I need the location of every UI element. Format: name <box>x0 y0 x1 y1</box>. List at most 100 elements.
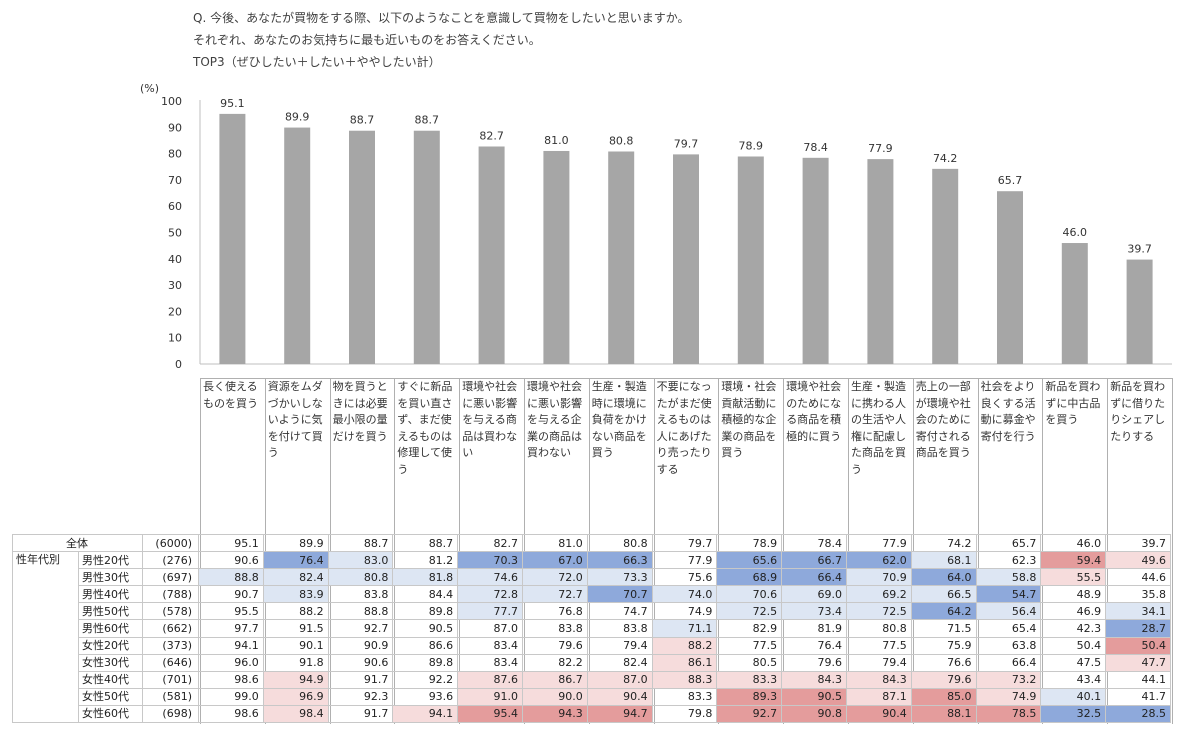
table-cell: 98.6 <box>198 704 264 724</box>
bar-value-label: 88.7 <box>415 114 440 127</box>
table-cell: 90.6 <box>327 653 394 672</box>
category-label: 不要になったがまだ使えるものは人にあげたり売ったりする <box>656 380 712 476</box>
table-cell: 88.7 <box>392 533 459 553</box>
bar-value-label: 74.2 <box>933 152 958 165</box>
table-cell: 90.4 <box>845 704 912 724</box>
bar <box>673 154 699 364</box>
table-cell: 84.3 <box>845 670 912 689</box>
bar-value-label: 78.9 <box>739 139 764 152</box>
sample-size: (276) <box>142 551 199 570</box>
table-row: 全体 (6000) 95.1 89.9 88.7 88.7 82.7 81.0 80.8 79.7… <box>12 533 1171 553</box>
table-cell: 44.1 <box>1105 670 1171 689</box>
category-label: 資源をムダづかいしないように気を付けて買う <box>267 380 323 459</box>
table-cell: 34.1 <box>1105 602 1171 621</box>
table-cell: 86.1 <box>651 653 718 672</box>
table-cell: 65.6 <box>716 551 783 570</box>
table-cell: 97.7 <box>198 619 264 638</box>
table-cell: 70.3 <box>457 551 523 570</box>
table-cell: 83.4 <box>457 653 523 672</box>
row-label: 男性50代 <box>78 602 143 621</box>
y-tick-label: 10 <box>168 332 182 345</box>
y-tick-label: 30 <box>168 279 182 292</box>
table-cell: 95.5 <box>198 602 264 621</box>
table-cell: 81.9 <box>781 619 847 638</box>
table-cell: 77.5 <box>716 636 783 655</box>
table-cell: 98.6 <box>198 670 264 689</box>
table-cell: 79.8 <box>651 704 718 724</box>
table-cell: 96.0 <box>198 653 264 672</box>
table-row: 男性40代 (788) 90.7 83.9 83.8 84.4 72.8 72.7 70.7 74… <box>13 585 1171 604</box>
table-cell: 77.5 <box>845 636 912 655</box>
table-cell: 32.5 <box>1040 704 1107 724</box>
table-cell: 83.3 <box>651 687 718 706</box>
table-cell: 89.3 <box>716 687 783 706</box>
table-cell: 92.2 <box>392 670 459 689</box>
table-cell: 79.4 <box>845 653 912 672</box>
table-cell: 50.4 <box>1040 636 1107 655</box>
table-cell: 79.6 <box>781 653 847 672</box>
table-cell: 47.5 <box>1040 653 1107 672</box>
table-cell: 72.5 <box>716 602 783 621</box>
table-row: 男性30代 (697) 88.8 82.4 80.8 81.8 74.6 72.0 73.3 75… <box>13 568 1171 587</box>
table-cell: 46.9 <box>1040 602 1107 621</box>
table-cell: 85.0 <box>910 687 977 706</box>
table-cell: 86.6 <box>392 636 459 655</box>
table-cell: 94.1 <box>198 636 264 655</box>
table-cell: 93.6 <box>392 687 459 706</box>
table-cell: 90.7 <box>198 585 264 604</box>
table-cell: 66.4 <box>781 568 847 587</box>
table-cell: 75.9 <box>910 636 977 655</box>
table-cell: 78.4 <box>781 533 847 553</box>
category-label: 社会をより良くする活動に募金や寄付を行う <box>980 380 1036 443</box>
table-cell: 69.0 <box>781 585 847 604</box>
table-cell: 92.7 <box>327 619 394 638</box>
table-cell: 66.3 <box>586 551 653 570</box>
table-cell: 79.6 <box>521 636 588 655</box>
table-cell: 81.0 <box>521 533 588 553</box>
table-cell: 65.7 <box>975 533 1042 553</box>
bar <box>349 130 375 364</box>
bar-value-label: 39.7 <box>1127 243 1152 256</box>
table-cell: 82.2 <box>521 653 588 672</box>
table-cell: 74.7 <box>586 602 653 621</box>
table-cell: 91.8 <box>262 653 329 672</box>
y-axis-label: (%) <box>140 82 159 95</box>
y-tick-label: 50 <box>168 227 182 240</box>
table-cell: 44.6 <box>1105 568 1171 587</box>
table-cell: 56.4 <box>975 602 1042 621</box>
bar-value-label: 65.7 <box>998 174 1023 187</box>
sample-size: (581) <box>142 687 199 706</box>
sample-size: (697) <box>142 568 199 587</box>
table-cell: 35.8 <box>1105 585 1171 604</box>
bar-value-label: 46.0 <box>1063 226 1088 239</box>
bar <box>608 151 635 364</box>
table-cell: 41.7 <box>1105 687 1171 706</box>
table-cell: 90.5 <box>781 687 847 706</box>
row-label: 女性50代 <box>78 687 143 706</box>
row-label: 女性30代 <box>78 653 143 672</box>
table-cell: 84.4 <box>392 585 459 604</box>
table-cell: 73.4 <box>781 602 847 621</box>
table-cell: 73.3 <box>586 568 653 587</box>
table-cell: 72.8 <box>457 585 523 604</box>
table-cell: 77.7 <box>457 602 523 621</box>
table-cell: 68.9 <box>716 568 783 587</box>
sample-size: (701) <box>142 670 199 689</box>
row-label: 女性20代 <box>78 636 143 655</box>
bar <box>478 146 505 364</box>
y-tick-label: 60 <box>168 200 182 213</box>
sample-size: (662) <box>142 619 199 638</box>
table-cell: 79.6 <box>910 670 977 689</box>
table-row: 女性20代 (373) 94.1 90.1 90.9 86.6 83.4 79.6 79.4 88… <box>13 636 1171 655</box>
table-cell: 87.0 <box>586 670 653 689</box>
table-cell: 81.8 <box>392 568 459 587</box>
table-cell: 91.7 <box>327 704 394 724</box>
table-cell: 62.3 <box>975 551 1042 570</box>
crosstab-table: 全体 (6000) 95.1 89.9 88.7 88.7 82.7 81.0 80.8 79.7… <box>12 533 1171 724</box>
table-cell: 83.9 <box>262 585 329 604</box>
table-cell: 47.7 <box>1105 653 1171 672</box>
bar-value-label: 82.7 <box>479 129 504 142</box>
table-cell: 99.0 <box>198 687 264 706</box>
bar <box>219 113 246 365</box>
row-label: 女性40代 <box>78 670 143 689</box>
